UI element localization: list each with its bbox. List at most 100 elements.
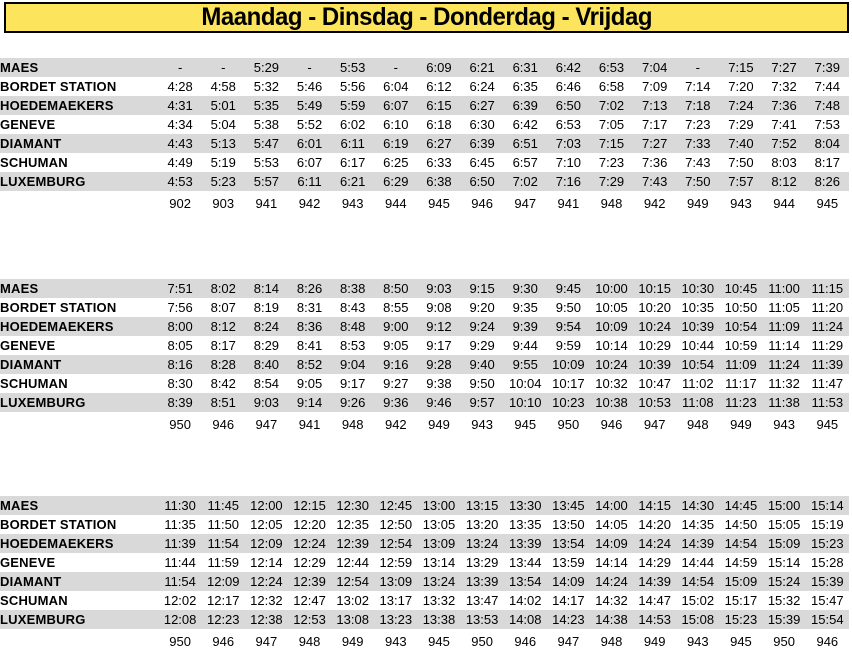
time-cell: 11:09 bbox=[725, 357, 757, 372]
time-cell: 4:31 bbox=[167, 98, 193, 113]
time-cell: 10:44 bbox=[681, 338, 715, 353]
route-number-row: 902 903 941 942 943 944 945 946 947 941 948 942 949 9… bbox=[0, 191, 849, 213]
time-cell: 13:32 bbox=[422, 593, 456, 608]
time-cell: 8:12 bbox=[210, 319, 236, 334]
time-cell: 9:17 bbox=[340, 376, 366, 391]
time-cell: 13:15 bbox=[465, 498, 499, 513]
time-cell: 13:38 bbox=[422, 612, 456, 627]
time-cell: 12:54 bbox=[379, 536, 413, 551]
time-cell: 13:24 bbox=[422, 574, 456, 589]
time-cell: 12:20 bbox=[293, 517, 326, 532]
time-cell: 10:47 bbox=[638, 376, 671, 391]
time-cell: 6:17 bbox=[340, 155, 366, 170]
time-cell: 6:51 bbox=[512, 136, 538, 151]
station-name: BORDET STATION bbox=[0, 300, 117, 315]
time-cell: 13:35 bbox=[508, 517, 542, 532]
time-cell: 9:39 bbox=[512, 319, 538, 334]
time-cell: 12:14 bbox=[250, 555, 283, 570]
time-cell: 8:19 bbox=[253, 300, 280, 315]
time-cell: 15:23 bbox=[724, 612, 758, 627]
time-cell: 13:20 bbox=[465, 517, 499, 532]
time-cell: 9:29 bbox=[469, 338, 495, 353]
table-row: GENEVE 8:05 8:17 8:29 8:41 8:53 9:05 9:17 9:29 9:… bbox=[0, 336, 849, 355]
time-cell: 12:09 bbox=[250, 536, 283, 551]
route-number: 941 bbox=[244, 191, 288, 213]
time-cell: 10:24 bbox=[595, 357, 628, 372]
time-cell: 6:02 bbox=[340, 117, 366, 132]
table-row: BORDET STATION 7:56 8:07 8:19 8:31 8:43 8:55 9:… bbox=[0, 298, 849, 317]
time-cell: 13:50 bbox=[552, 517, 585, 532]
time-cell: 7:18 bbox=[685, 98, 711, 113]
route-row-spacer bbox=[0, 412, 159, 434]
time-cell: 14:00 bbox=[595, 498, 628, 513]
time-cell: 6:15 bbox=[426, 98, 452, 113]
time-cell: 6:12 bbox=[426, 79, 452, 94]
time-cell: 13:54 bbox=[552, 536, 585, 551]
time-cell: 8:17 bbox=[210, 338, 236, 353]
time-cell: 5:46 bbox=[296, 79, 323, 94]
table-row: DIAMANT 11:54 12:09 12:24 12:39 12:54 13:09 13:… bbox=[0, 572, 849, 591]
route-number: 946 bbox=[201, 412, 245, 434]
station-name: BORDET STATION bbox=[0, 517, 117, 532]
time-cell: 12:15 bbox=[293, 498, 326, 513]
timetable-block-afternoon: MAES 11:30 11:45 12:00 12:15 12:30 12:45 13:00 1… bbox=[0, 496, 849, 651]
time-cell: 8:42 bbox=[210, 376, 236, 391]
station-name: DIAMANT bbox=[0, 136, 62, 151]
timetable-block-midmorning: MAES 7:51 8:02 8:14 8:26 8:38 8:50 9:03 9:15 9:30… bbox=[0, 279, 849, 434]
time-cell: 5:35 bbox=[253, 98, 280, 113]
time-cell: 9:45 bbox=[555, 281, 582, 296]
time-cell: 6:39 bbox=[469, 136, 495, 151]
time-cell: 6:21 bbox=[340, 174, 366, 189]
timetable-early: MAES - - 5:29 - 5:53 - 6:09 6:21 6:31 6:42 6:53 7:04… bbox=[0, 58, 849, 213]
time-cell: 14:35 bbox=[681, 517, 715, 532]
time-cell: 7:57 bbox=[728, 174, 754, 189]
time-cell: 12:08 bbox=[163, 612, 197, 627]
table-row: MAES 11:30 11:45 12:00 12:15 12:30 12:45 13:00 1… bbox=[0, 496, 849, 515]
time-cell: 7:36 bbox=[642, 155, 668, 170]
time-cell: 14:15 bbox=[638, 498, 671, 513]
time-cell: 6:27 bbox=[469, 98, 495, 113]
time-cell: 7:43 bbox=[642, 174, 668, 189]
time-cell: 13:05 bbox=[422, 517, 456, 532]
time-cell: 11:45 bbox=[207, 498, 240, 513]
route-number-row: 950 946 947 948 949 943 945 950 946 947 948 949 943 9… bbox=[0, 629, 849, 651]
time-cell: 7:32 bbox=[771, 79, 797, 94]
time-cell: 8:04 bbox=[814, 136, 840, 151]
route-number: 949 bbox=[331, 629, 375, 651]
route-number: 945 bbox=[805, 191, 849, 213]
time-cell: 14:38 bbox=[595, 612, 628, 627]
time-cell: 4:43 bbox=[167, 136, 193, 151]
time-cell: 6:35 bbox=[512, 79, 538, 94]
table-row: HOEDEMAEKERS 11:39 11:54 12:09 12:24 12:39 12:… bbox=[0, 534, 849, 553]
time-cell: - bbox=[393, 60, 398, 75]
time-cell: 11:30 bbox=[164, 498, 196, 513]
time-cell: 11:47 bbox=[811, 376, 844, 391]
time-cell: 12:30 bbox=[336, 498, 369, 513]
table-row: LUXEMBURG 12:08 12:23 12:38 12:53 13:08 13:23 1… bbox=[0, 610, 849, 629]
route-number: 945 bbox=[805, 412, 849, 434]
time-cell: 8:39 bbox=[167, 395, 193, 410]
time-cell: 12:38 bbox=[250, 612, 283, 627]
time-cell: 14:05 bbox=[595, 517, 628, 532]
time-cell: 9:59 bbox=[555, 338, 582, 353]
time-cell: 10:04 bbox=[508, 376, 542, 391]
time-cell: 14:24 bbox=[638, 536, 671, 551]
time-cell: 8:29 bbox=[253, 338, 280, 353]
station-name: SCHUMAN bbox=[0, 155, 68, 170]
time-cell: 12:59 bbox=[379, 555, 413, 570]
time-cell: 11:08 bbox=[682, 395, 714, 410]
time-cell: 7:43 bbox=[685, 155, 711, 170]
time-cell: 7:44 bbox=[814, 79, 840, 94]
route-number: 947 bbox=[244, 629, 288, 651]
time-cell: 4:28 bbox=[167, 79, 193, 94]
time-cell: 4:34 bbox=[167, 117, 193, 132]
time-cell: 7:29 bbox=[598, 174, 625, 189]
route-number: 948 bbox=[589, 191, 634, 213]
time-cell: 6:57 bbox=[512, 155, 538, 170]
time-cell: 8:24 bbox=[253, 319, 280, 334]
time-cell: 10:30 bbox=[681, 281, 715, 296]
time-cell: 12:24 bbox=[293, 536, 326, 551]
time-cell: 6:11 bbox=[340, 136, 365, 151]
route-number: 949 bbox=[633, 629, 677, 651]
time-cell: 12:45 bbox=[379, 498, 413, 513]
